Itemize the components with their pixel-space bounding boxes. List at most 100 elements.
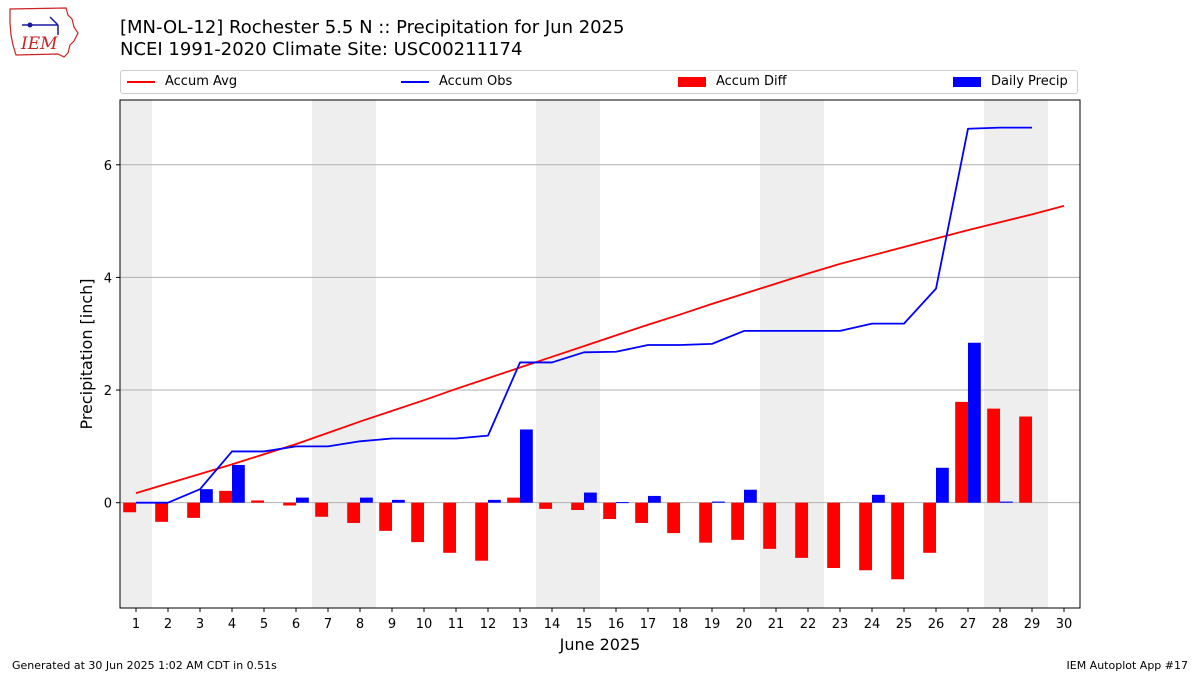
y-axis-label: Precipitation [inch]	[77, 278, 96, 429]
accum-diff-bar	[187, 502, 200, 518]
accum-diff-bar	[891, 502, 904, 580]
legend-swatch-accum-diff	[678, 76, 706, 87]
accum-diff-bar	[411, 502, 424, 543]
daily-precip-bar	[232, 464, 245, 503]
accum-diff-bar	[539, 502, 552, 509]
chart-title: [MN-OL-12] Rochester 5.5 N :: Precipitat…	[120, 17, 625, 38]
daily-precip-bar	[616, 502, 629, 504]
accum-diff-bar	[923, 502, 936, 553]
x-tick-label: 20	[736, 617, 753, 632]
x-tick-label: 7	[324, 617, 332, 632]
logo-text: IEM	[20, 34, 58, 54]
iem-logo: IEM	[8, 5, 80, 59]
x-tick-label: 27	[960, 617, 977, 632]
chart-subtitle: NCEI 1991-2020 Climate Site: USC00211174	[120, 39, 523, 60]
y-tick-label: 4	[104, 271, 112, 286]
accum-diff-bar	[475, 502, 488, 561]
accum-diff-bar	[827, 502, 840, 569]
x-tick-label: 24	[864, 617, 881, 632]
chart-legend: Accum Avg Accum Obs Accum Diff Daily Pre…	[120, 70, 1078, 94]
x-tick-label: 6	[292, 617, 300, 632]
x-tick-label: 26	[928, 617, 945, 632]
x-tick-label: 21	[768, 617, 785, 632]
accum-diff-bar	[763, 502, 776, 549]
daily-precip-bar	[648, 495, 661, 503]
legend-item-accum-avg: Accum Avg	[127, 74, 237, 89]
daily-precip-bar	[488, 499, 501, 503]
x-tick-label: 4	[228, 617, 236, 632]
x-tick-label: 1	[132, 617, 140, 632]
x-tick-label: 19	[704, 617, 721, 632]
app-credit: IEM Autoplot App #17	[1066, 659, 1189, 672]
x-tick-label: 8	[356, 617, 364, 632]
accum-obs-line	[136, 126, 1032, 504]
generated-note: Generated at 30 Jun 2025 1:02 AM CDT in …	[12, 659, 277, 672]
accum-diff-bar	[379, 502, 392, 531]
accum-diff-bar	[251, 500, 264, 503]
legend-swatch-accum-avg	[127, 80, 155, 83]
plot-frame	[119, 99, 1081, 609]
accum-diff-bar	[1019, 416, 1032, 503]
accum-diff-bar	[283, 502, 296, 506]
legend-item-accum-diff: Accum Diff	[678, 74, 787, 89]
y-tick-label: 0	[104, 497, 112, 512]
legend-swatch-daily-precip	[953, 76, 981, 87]
legend-label: Accum Obs	[439, 74, 513, 89]
legend-label: Accum Diff	[716, 74, 787, 89]
x-tick-label: 30	[1056, 617, 1073, 632]
x-tick-label: 25	[896, 617, 913, 632]
x-tick-label: 2	[164, 617, 172, 632]
y-tick-label: 2	[104, 384, 112, 399]
daily-precip-bar	[1000, 501, 1013, 503]
daily-precip-bar	[712, 501, 725, 503]
accum-diff-bar	[123, 502, 136, 513]
daily-precip-bar	[744, 489, 757, 503]
x-tick-label: 5	[260, 617, 268, 632]
x-tick-label: 23	[832, 617, 849, 632]
y-tick-label: 6	[104, 159, 112, 174]
accum-diff-bar	[603, 502, 616, 520]
accum-diff-bar	[731, 502, 744, 540]
accum-diff-bar	[955, 401, 968, 503]
weekend-shade	[984, 100, 1048, 608]
x-tick-label: 12	[480, 617, 497, 632]
x-axis-label: June 2025	[559, 635, 641, 654]
daily-precip-bar	[872, 494, 885, 503]
x-tick-label: 29	[1024, 617, 1041, 632]
accum-diff-bar	[443, 502, 456, 553]
accum-diff-bar	[155, 502, 168, 522]
x-tick-label: 3	[196, 617, 204, 632]
weekend-shade	[120, 100, 152, 608]
accum-diff-bar	[859, 502, 872, 571]
accum-diff-bar	[699, 502, 712, 543]
x-tick-label: 17	[640, 617, 657, 632]
daily-precip-bar	[200, 489, 213, 503]
accum-diff-bar	[347, 502, 360, 523]
x-tick-label: 13	[512, 617, 529, 632]
daily-precip-bar	[296, 497, 309, 503]
daily-precip-bar	[392, 499, 405, 503]
accum-diff-bar	[507, 497, 520, 503]
accum-diff-bar	[667, 502, 680, 534]
x-tick-label: 14	[544, 617, 561, 632]
accum-diff-bar	[987, 408, 1000, 503]
daily-precip-bar	[360, 497, 373, 503]
accum-diff-bar	[571, 502, 584, 511]
daily-precip-bar	[936, 467, 949, 503]
accum-diff-bar	[795, 502, 808, 558]
legend-label: Daily Precip	[991, 74, 1068, 89]
x-tick-label: 18	[672, 617, 689, 632]
legend-swatch-accum-obs	[401, 80, 429, 83]
legend-label: Accum Avg	[165, 74, 238, 89]
x-tick-label: 9	[388, 617, 396, 632]
accum-diff-bar	[635, 502, 648, 523]
accum-diff-bar	[219, 490, 232, 503]
x-tick-label: 11	[448, 617, 465, 632]
legend-item-accum-obs: Accum Obs	[401, 74, 512, 89]
x-tick-label: 16	[608, 617, 625, 632]
daily-precip-bar	[520, 429, 533, 503]
accum-diff-bar	[315, 502, 328, 517]
weekend-shade	[536, 100, 600, 608]
weekend-shade	[312, 100, 376, 608]
